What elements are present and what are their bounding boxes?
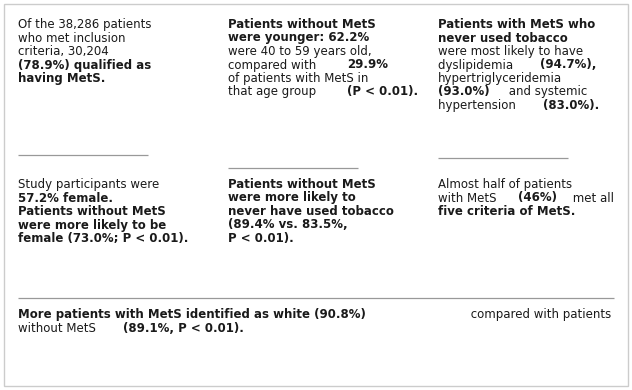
Text: More patients with MetS identified as white (90.8%): More patients with MetS identified as wh… <box>18 308 366 321</box>
Text: and systemic: and systemic <box>504 85 587 99</box>
Text: that age group: that age group <box>228 85 320 99</box>
Text: 29.9%: 29.9% <box>347 58 387 71</box>
Text: criteria, 30,204: criteria, 30,204 <box>18 45 109 58</box>
Text: were 40 to 59 years old,: were 40 to 59 years old, <box>228 45 372 58</box>
Text: (89.1%, P < 0.01).: (89.1%, P < 0.01). <box>123 321 244 335</box>
Text: (46%): (46%) <box>518 191 557 204</box>
Text: Almost half of patients: Almost half of patients <box>438 178 572 191</box>
Text: Patients without MetS: Patients without MetS <box>228 178 376 191</box>
Text: were younger: 62.2%: were younger: 62.2% <box>228 32 369 44</box>
Text: of patients with MetS in: of patients with MetS in <box>228 72 368 85</box>
Text: never have used tobacco: never have used tobacco <box>228 205 394 218</box>
Text: Patients without MetS: Patients without MetS <box>228 18 376 31</box>
Text: 57.2% female.: 57.2% female. <box>18 191 113 204</box>
Text: without MetS: without MetS <box>18 321 100 335</box>
Text: met all: met all <box>569 191 614 204</box>
Text: never used tobacco: never used tobacco <box>438 32 568 44</box>
Text: (94.7%),: (94.7%), <box>540 58 596 71</box>
Text: Patients without MetS: Patients without MetS <box>18 205 166 218</box>
Text: with MetS: with MetS <box>438 191 501 204</box>
Text: having MetS.: having MetS. <box>18 72 106 85</box>
Text: (78.9%) qualified as: (78.9%) qualified as <box>18 58 151 71</box>
Text: Of the 38,286 patients: Of the 38,286 patients <box>18 18 152 31</box>
Text: compared with: compared with <box>228 58 320 71</box>
Text: (83.0%).: (83.0%). <box>544 99 600 112</box>
Text: hypertriglyceridemia: hypertriglyceridemia <box>438 72 562 85</box>
Text: compared with patients: compared with patients <box>467 308 611 321</box>
Text: hypertension: hypertension <box>438 99 520 112</box>
Text: Patients with MetS who: Patients with MetS who <box>438 18 595 31</box>
Text: dyslipidemia: dyslipidemia <box>438 58 517 71</box>
Text: were most likely to have: were most likely to have <box>438 45 583 58</box>
Text: Study participants were: Study participants were <box>18 178 159 191</box>
Text: five criteria of MetS.: five criteria of MetS. <box>438 205 575 218</box>
Text: (93.0%): (93.0%) <box>438 85 490 99</box>
Text: were more likely to: were more likely to <box>228 191 356 204</box>
Text: (P < 0.01).: (P < 0.01). <box>346 85 418 99</box>
Text: were more likely to be: were more likely to be <box>18 218 166 232</box>
Text: who met inclusion: who met inclusion <box>18 32 126 44</box>
Text: female (73.0%; P < 0.01).: female (73.0%; P < 0.01). <box>18 232 188 245</box>
Text: P < 0.01).: P < 0.01). <box>228 232 294 245</box>
Text: (89.4% vs. 83.5%,: (89.4% vs. 83.5%, <box>228 218 348 232</box>
